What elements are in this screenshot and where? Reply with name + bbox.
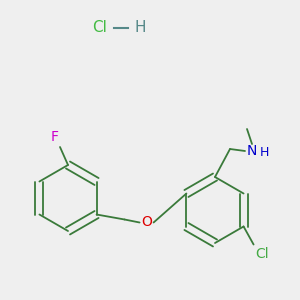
Text: O: O	[141, 215, 152, 230]
Text: N: N	[247, 144, 257, 158]
Text: Cl: Cl	[255, 248, 268, 262]
Text: Cl: Cl	[93, 20, 107, 35]
Text: F: F	[51, 130, 59, 144]
Text: H: H	[259, 146, 269, 160]
Text: H: H	[134, 20, 146, 35]
